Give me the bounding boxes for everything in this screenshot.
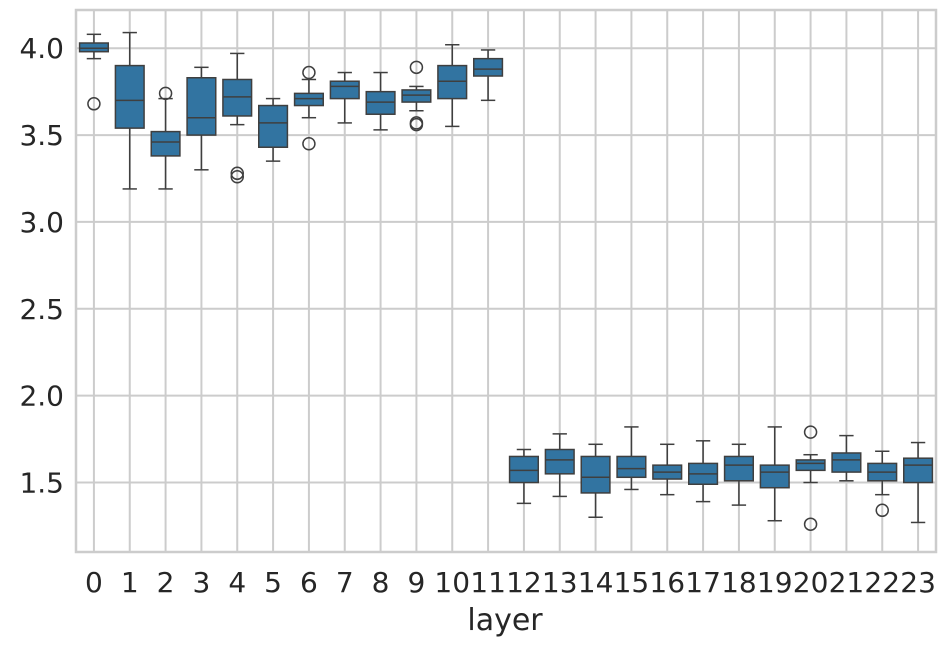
iqr-box [831,452,862,473]
iqr-box [723,455,754,482]
x-tick-label: 18 [721,566,757,599]
box-8 [365,71,396,131]
plot-frame [74,8,938,554]
box-20 [795,425,826,531]
box-14 [580,443,611,519]
iqr-box [616,455,647,479]
box-18 [723,443,754,506]
y-tick-label: 3.5 [19,119,64,152]
box-13 [544,433,575,498]
x-tick-label: 4 [228,566,246,599]
outlier-point [230,170,244,184]
box-5 [258,97,289,162]
x-tick-label: 13 [542,566,578,599]
x-tick-label: 11 [470,566,506,599]
box-19 [759,426,790,522]
iqr-box [150,130,181,157]
iqr-box [544,448,575,475]
x-tick-label: 23 [900,566,936,599]
box-12 [508,448,540,505]
iqr-box [293,92,325,107]
x-tick-label: 12 [506,566,542,599]
box-6 [293,65,325,151]
iqr-box [795,459,826,472]
iqr-box [401,89,432,103]
iqr-box [258,104,289,148]
y-tick-label: 4.0 [19,32,64,65]
iqr-box [365,90,396,115]
x-tick-label: 16 [649,566,685,599]
iqr-box [222,78,253,117]
y-tick-label: 2.5 [19,293,64,326]
box-23 [903,441,934,524]
outlier-point [302,65,316,80]
box-11 [473,49,504,102]
x-tick-label: 8 [372,566,390,599]
outlier-point [230,166,244,181]
x-tick-label: 9 [408,566,426,599]
box-16 [652,443,683,496]
outlier-point [803,425,818,439]
box-9 [401,60,432,132]
x-tick-labels: 0 1 2 3 4 5 6 7 8 9 10 11 12 13 14 15 16 17 18 19 20 21 22 23 [85,566,936,599]
box-2 [150,86,181,190]
x-tick-label: 0 [85,566,103,599]
x-tick-label: 20 [793,566,829,599]
x-tick-label: 3 [193,566,211,599]
iqr-box [508,455,540,484]
box-7 [329,71,360,124]
x-tick-label: 10 [434,566,470,599]
iqr-box [903,457,934,484]
iqr-box [759,464,790,489]
box-series [78,31,934,531]
box-0 [78,33,110,111]
outlier-point [875,503,889,518]
box-22 [867,450,898,518]
x-tick-label: 1 [121,566,139,599]
y-tick-label: 3.0 [19,206,64,239]
outlier-point [409,117,424,132]
iqr-box [78,42,110,53]
x-tick-label: 2 [157,566,175,599]
iqr-box [580,455,611,494]
iqr-box [114,64,145,129]
iqr-box [329,80,360,100]
outlier-point [302,137,316,151]
y-tick-label: 2.0 [19,380,64,413]
x-tick-label: 7 [336,566,354,599]
x-tick-label: 5 [264,566,282,599]
box-1 [114,31,145,190]
outlier-point [158,86,173,101]
outlier-point [87,97,101,111]
x-axis-label: layer [467,603,543,638]
x-tick-label: 15 [614,566,650,599]
box-10 [437,43,468,128]
box-3 [186,66,217,171]
outlier-point [803,517,818,531]
y-tick-labels: 1.5 2.0 2.5 3.0 3.5 4.0 [19,32,64,499]
x-tick-label: 6 [300,566,318,599]
iqr-box [186,77,217,136]
x-tick-label: 19 [757,566,793,599]
x-tick-label: 22 [864,566,900,599]
x-tick-label: 17 [685,566,721,599]
outlier-point [409,60,424,75]
x-tick-label: 21 [829,566,865,599]
box-21 [831,434,862,482]
y-tick-label: 1.5 [19,467,64,500]
x-tick-label: 14 [578,566,614,599]
box-4 [222,52,253,184]
iqr-box [437,64,468,100]
box-17 [688,440,719,503]
iqr-box [473,57,504,77]
box-15 [616,426,647,491]
